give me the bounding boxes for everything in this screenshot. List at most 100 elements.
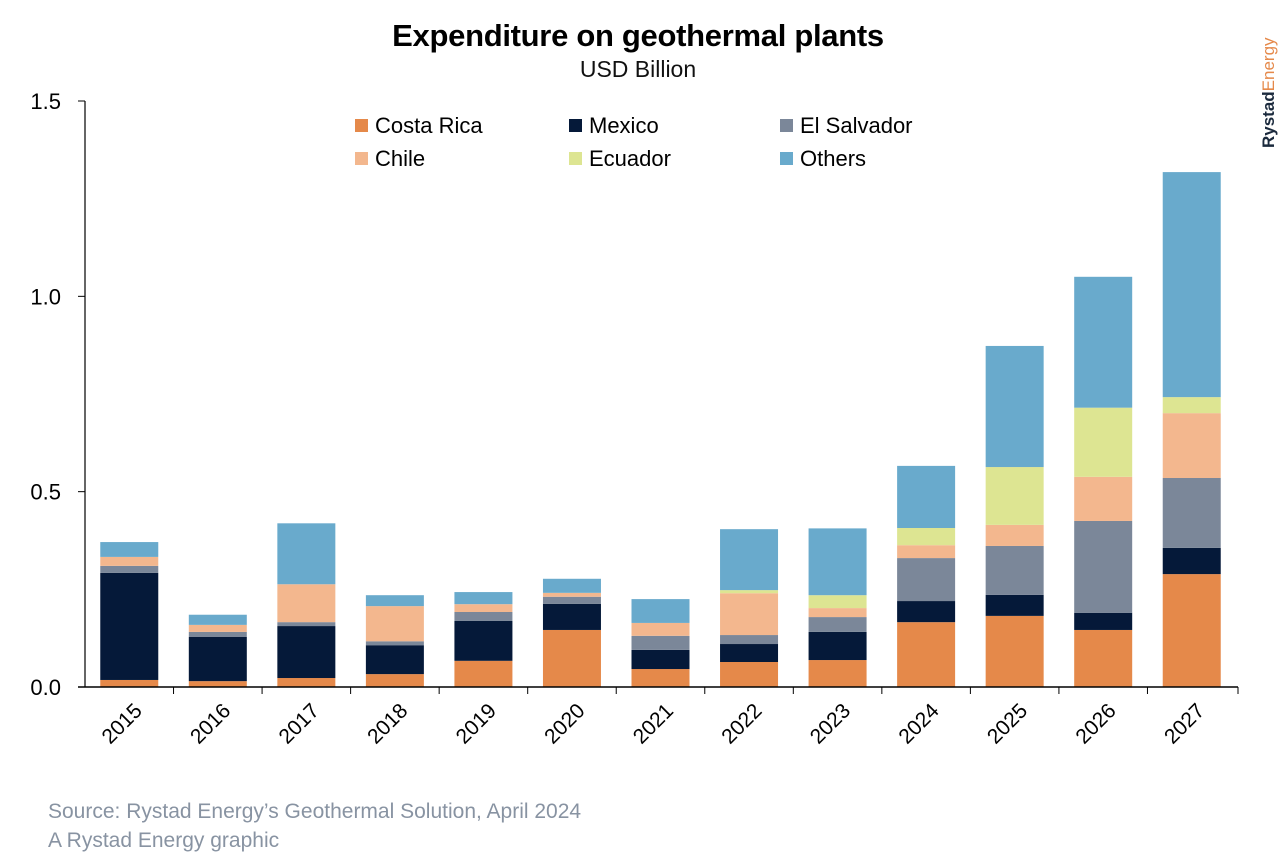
bar-segment-mexico-2025 <box>985 594 1044 616</box>
x-tick-label: 2020 <box>540 699 589 748</box>
credit-note: A Rystad Energy graphic <box>48 829 280 852</box>
x-tick-label: 2017 <box>275 699 324 748</box>
legend-label: Others <box>800 146 866 171</box>
bar-segment-mexico-2022 <box>720 644 779 662</box>
legend-label: Ecuador <box>589 146 671 171</box>
bar-segment-chile-2017 <box>277 584 336 623</box>
logo-text-rystad: Rystad <box>1259 91 1278 148</box>
bar-segment-mexico-2016 <box>188 636 247 682</box>
bar-segment-chile-2021 <box>631 622 690 636</box>
bar-segment-chile-2018 <box>365 606 424 642</box>
legend-swatch-mexico <box>569 119 582 132</box>
bar-segment-chile-2022 <box>720 593 779 636</box>
bar-segment-others-2018 <box>365 595 424 607</box>
bar-segment-others-2015 <box>100 542 159 557</box>
bar-segment-el-salvador-2026 <box>1074 520 1133 613</box>
bar-segment-chile-2025 <box>985 524 1044 546</box>
bar-segment-costa-rica-2019 <box>454 660 513 687</box>
legend-label: El Salvador <box>800 113 913 138</box>
bar-segment-others-2019 <box>454 592 513 605</box>
x-tick-label: 2018 <box>363 699 412 748</box>
bar-segment-mexico-2019 <box>454 620 513 661</box>
chart-title: Expenditure on geothermal plants <box>392 18 884 53</box>
bar-segment-costa-rica-2017 <box>277 678 336 687</box>
bar-segment-ecuador-2026 <box>1074 407 1133 477</box>
legend-swatch-costa-rica <box>355 119 368 132</box>
bar-segment-mexico-2024 <box>897 601 956 623</box>
bar-segment-el-salvador-2015 <box>100 565 159 573</box>
bar-segment-chile-2016 <box>188 624 247 632</box>
bar-segment-others-2017 <box>277 523 336 585</box>
legend-swatch-chile <box>355 152 368 165</box>
bar-segment-mexico-2023 <box>808 631 867 661</box>
bar-segment-el-salvador-2022 <box>720 635 779 645</box>
x-tick-label: 2023 <box>806 699 855 748</box>
bar-segment-mexico-2021 <box>631 649 690 670</box>
y-tick-label: 0.0 <box>30 675 61 700</box>
bar-segment-costa-rica-2021 <box>631 669 690 687</box>
bar-segment-mexico-2027 <box>1162 547 1221 575</box>
bar-segment-costa-rica-2027 <box>1162 574 1221 687</box>
legend-swatch-el-salvador <box>780 119 793 132</box>
bar-segment-others-2025 <box>985 345 1044 468</box>
bar-segment-el-salvador-2024 <box>897 558 956 602</box>
x-tick-label: 2015 <box>98 699 147 748</box>
bar-segment-el-salvador-2020 <box>542 596 601 604</box>
bar-segment-costa-rica-2016 <box>188 681 247 687</box>
bar-segment-el-salvador-2023 <box>808 617 867 632</box>
x-tick-label: 2022 <box>717 699 766 748</box>
x-tick-label: 2021 <box>629 699 678 748</box>
rystad-energy-logo: RystadEnergy <box>1259 37 1278 148</box>
chart-subtitle: USD Billion <box>579 56 697 82</box>
y-tick-label: 1.5 <box>30 89 61 114</box>
bar-segment-mexico-2018 <box>365 645 424 675</box>
legend-swatch-ecuador <box>569 152 582 165</box>
source-note: Source: Rystad Energy’s Geothermal Solut… <box>48 800 582 823</box>
bar-segment-chile-2024 <box>897 545 956 559</box>
legend-swatch-others <box>780 152 793 165</box>
y-tick-label: 1.0 <box>30 284 61 309</box>
bar-segment-mexico-2017 <box>277 626 336 679</box>
bar-segment-ecuador-2027 <box>1162 397 1221 414</box>
logo-text-energy: Energy <box>1259 37 1278 91</box>
x-tick-label: 2026 <box>1071 699 1120 748</box>
bar-segment-el-salvador-2021 <box>631 635 690 650</box>
bar-segment-el-salvador-2017 <box>277 622 336 627</box>
bar-segment-el-salvador-2025 <box>985 545 1044 595</box>
bar-segment-mexico-2020 <box>542 603 601 630</box>
bar-segment-others-2026 <box>1074 276 1133 408</box>
bar-segment-costa-rica-2024 <box>897 622 956 687</box>
bar-segment-chile-2023 <box>808 608 867 618</box>
bar-segment-others-2016 <box>188 614 247 625</box>
bar-segment-chile-2019 <box>454 604 513 612</box>
y-tick-label: 0.5 <box>30 480 61 505</box>
bar-segment-costa-rica-2026 <box>1074 629 1133 687</box>
bar-segment-others-2020 <box>542 578 601 593</box>
svg-text:RystadEnergy: RystadEnergy <box>1259 37 1278 148</box>
bar-segment-ecuador-2022 <box>720 590 779 594</box>
bar-segment-el-salvador-2027 <box>1162 477 1221 548</box>
legend-label: Mexico <box>589 113 659 138</box>
bar-segment-ecuador-2024 <box>897 527 956 546</box>
x-tick-label: 2027 <box>1160 699 1209 748</box>
bar-segment-costa-rica-2023 <box>808 660 867 687</box>
bar-segment-others-2023 <box>808 528 867 596</box>
x-tick-label: 2019 <box>452 699 501 748</box>
legend-label: Costa Rica <box>375 113 483 138</box>
bar-segment-chile-2015 <box>100 556 159 566</box>
stacked-bar-chart: 2015 2016 2017 2018 2019 2020 2021 2022 2023 2024… <box>30 89 1239 749</box>
bar-segment-ecuador-2025 <box>985 467 1044 525</box>
bar-segment-costa-rica-2022 <box>720 661 779 687</box>
bar-segment-costa-rica-2015 <box>100 679 159 687</box>
bar-segment-chile-2027 <box>1162 413 1221 478</box>
bar-segment-chile-2020 <box>542 592 601 597</box>
bar-segment-chile-2026 <box>1074 476 1133 521</box>
bar-segment-el-salvador-2016 <box>188 631 247 637</box>
x-tick-label: 2024 <box>894 699 944 749</box>
bar-segment-mexico-2015 <box>100 572 159 680</box>
legend-label: Chile <box>375 146 425 171</box>
bar-segment-ecuador-2023 <box>808 595 867 609</box>
bar-segment-el-salvador-2019 <box>454 611 513 621</box>
bar-segment-costa-rica-2025 <box>985 615 1044 687</box>
bar-segment-el-salvador-2018 <box>365 641 424 646</box>
